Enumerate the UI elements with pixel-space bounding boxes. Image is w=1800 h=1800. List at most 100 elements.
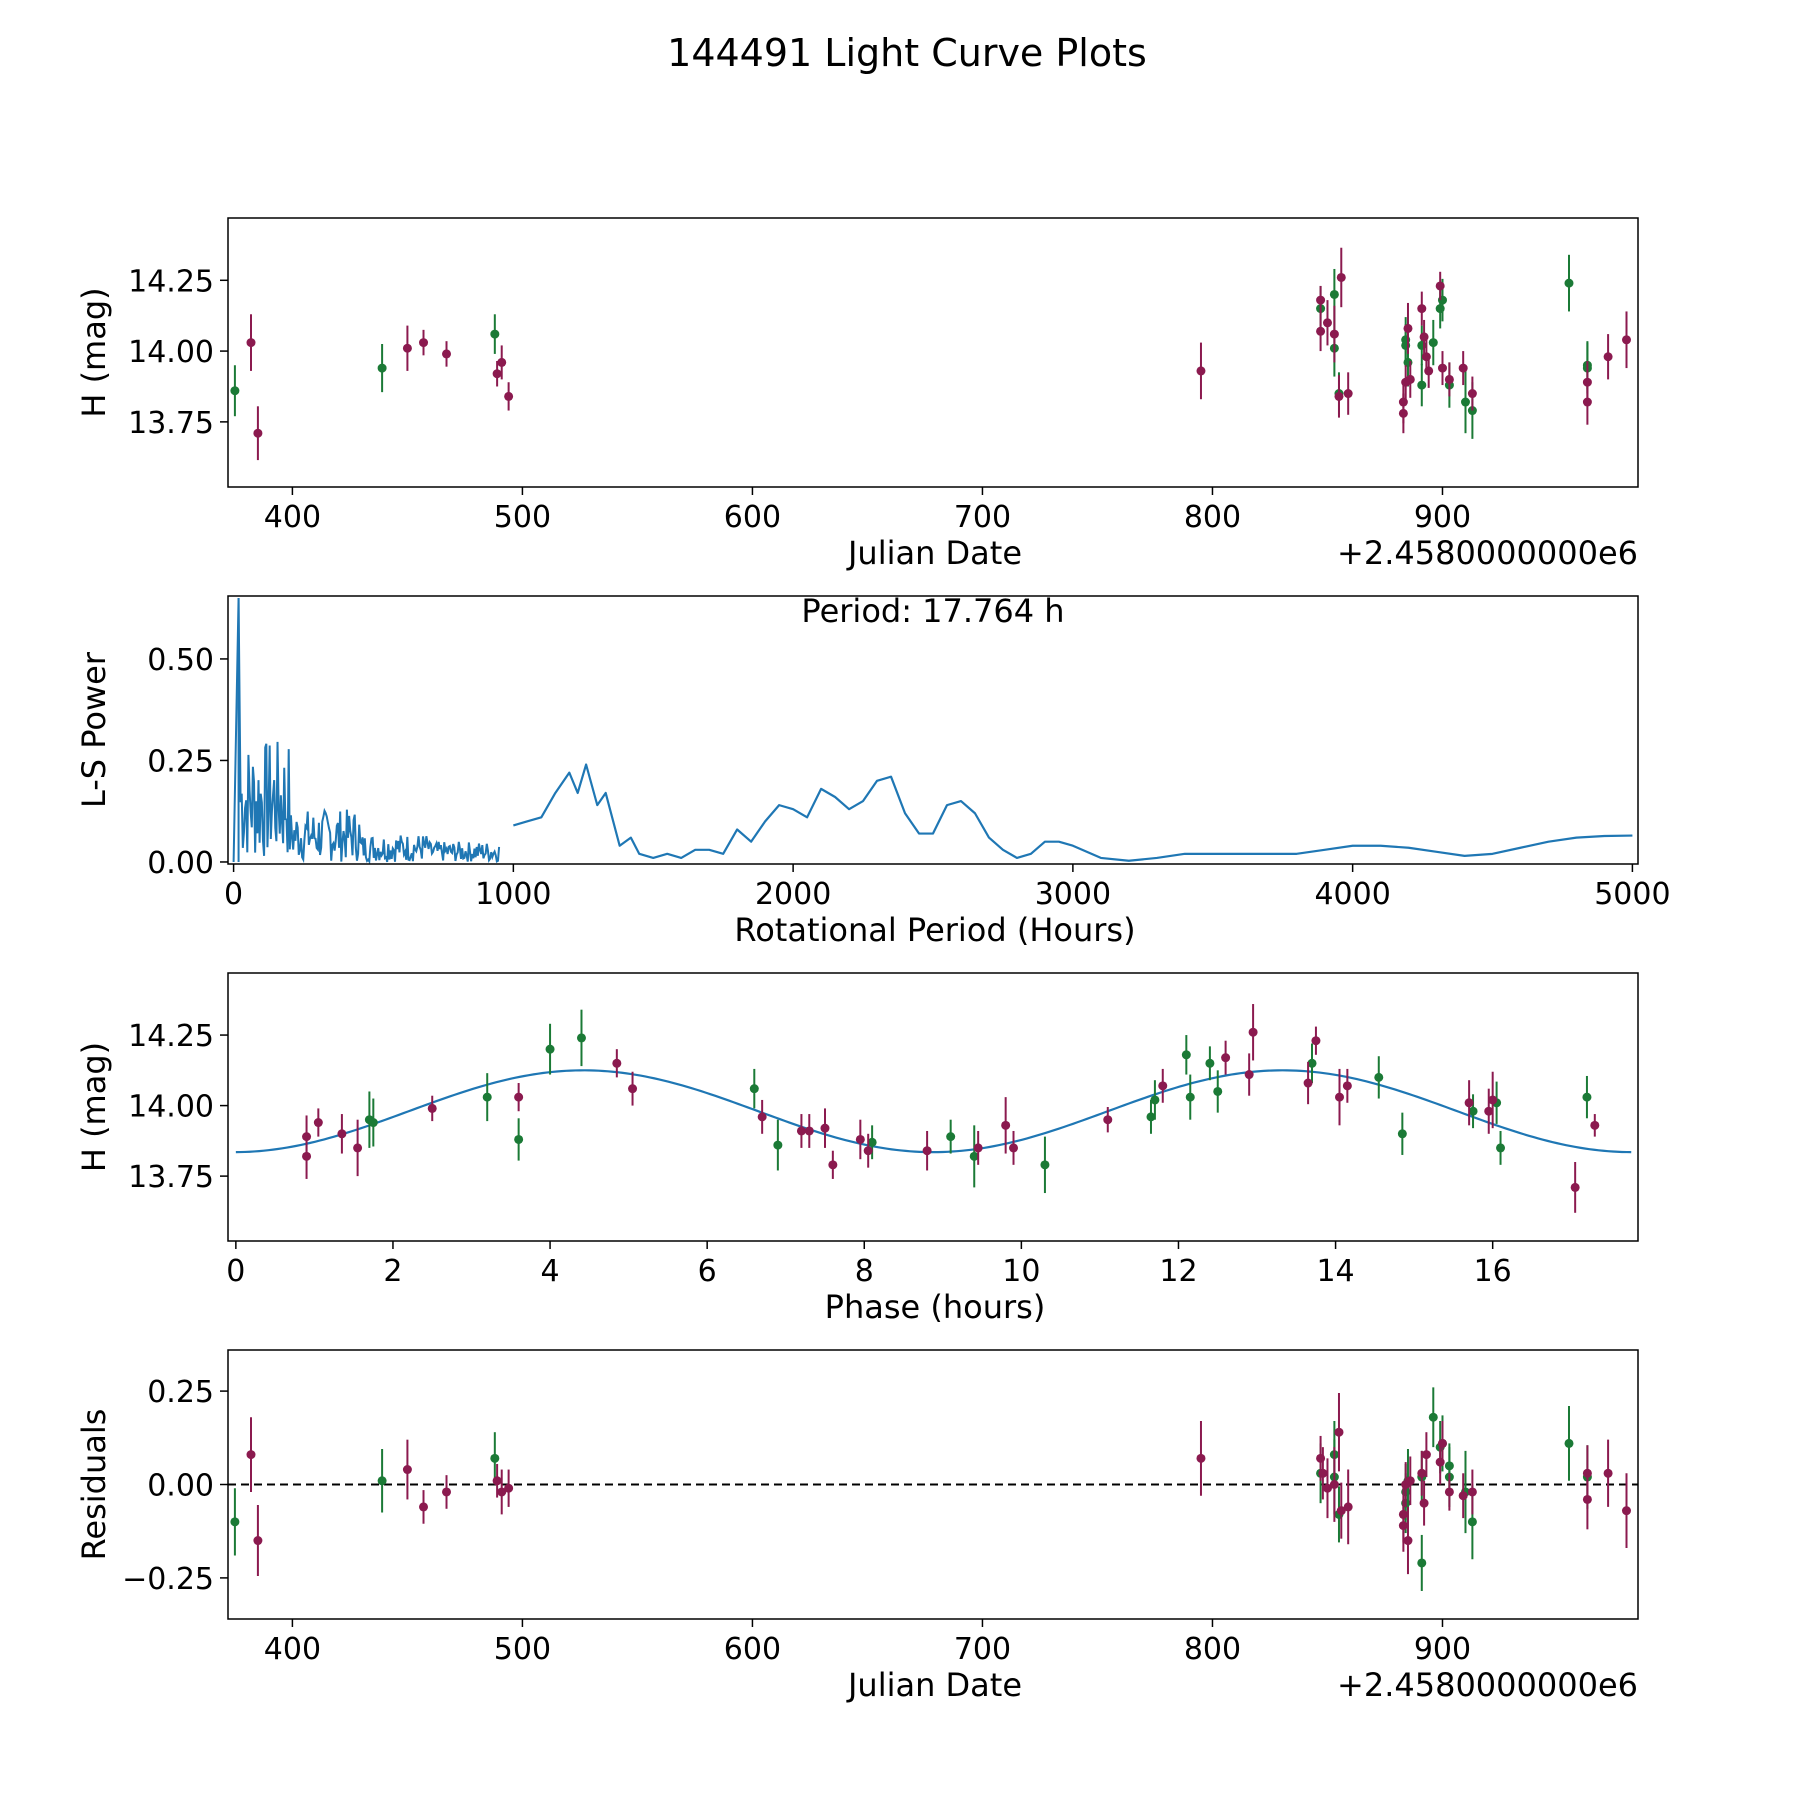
lightcurve-panel: 400 500 600 700 800 900 13.75 14.00 14.25 Julian… [75, 217, 1639, 572]
magenta-point [1582, 397, 1592, 407]
magenta-point [497, 1487, 507, 1497]
y-tick-label: 0.25 [147, 744, 214, 779]
green-point [545, 1044, 555, 1054]
y-tick-label: 14.00 [128, 335, 214, 370]
magenta-point [1444, 1487, 1454, 1497]
magenta-point [1621, 335, 1631, 345]
x-tick-label: 500 [494, 500, 551, 535]
magenta-point [402, 1465, 412, 1475]
x-tick-label: 4 [541, 1254, 560, 1289]
magenta-point [492, 369, 502, 379]
y-tick-label: 13.75 [128, 406, 214, 441]
magenta-point [1417, 304, 1427, 314]
magenta-point [1437, 363, 1447, 373]
green-point [368, 1118, 378, 1128]
green-point [1582, 1092, 1592, 1102]
magenta-point [1458, 363, 1468, 373]
magenta-point [1603, 1468, 1613, 1478]
green-point [946, 1132, 956, 1142]
x-tick-label: 3000 [1035, 877, 1111, 912]
x-tick-label: 700 [954, 500, 1011, 535]
y-tick-label: 0.00 [147, 1469, 214, 1504]
magenta-point [1398, 397, 1408, 407]
green-point [1460, 397, 1470, 407]
magenta-point [1603, 352, 1613, 362]
periodogram-ticks: 0 1000 2000 3000 4000 5000 0.00 0.25 0.50 [147, 643, 1670, 912]
green-point [576, 1033, 586, 1043]
green-point [230, 1517, 240, 1527]
x-tick-label: 400 [264, 500, 321, 535]
magenta-point [1244, 1070, 1254, 1080]
x-tick-label: 800 [1184, 1632, 1241, 1667]
magenta-point [1582, 1494, 1592, 1504]
magenta-point [442, 1487, 452, 1497]
green-point [867, 1137, 877, 1147]
green-point [1040, 1160, 1050, 1170]
magenta-point [1621, 1506, 1631, 1516]
phased-panel: 0 2 4 6 8 10 12 14 16 13.75 14.00 14.25 Phase (hour… [75, 972, 1639, 1326]
x-tick-label: 14 [1316, 1254, 1354, 1289]
x-tick-label: 2000 [755, 877, 831, 912]
magenta-point [855, 1134, 865, 1144]
phased-ylabel: H (mag) [75, 1042, 113, 1172]
magenta-point [1196, 1453, 1206, 1463]
magenta-point [313, 1118, 323, 1128]
y-tick-label: 14.25 [128, 1019, 214, 1054]
x-tick-label: 1000 [475, 877, 551, 912]
x-tick-label: 0 [226, 1254, 245, 1289]
lightcurve-ticks: 400 500 600 700 800 900 13.75 14.00 14.25 [128, 264, 1471, 535]
green-point [1444, 1461, 1454, 1471]
green-point [969, 1151, 979, 1161]
green-point [1564, 278, 1574, 288]
magenta-point [402, 343, 412, 353]
green-point [1428, 338, 1438, 348]
y-tick-label: 13.75 [128, 1160, 214, 1195]
x-tick-label: 8 [855, 1254, 874, 1289]
magenta-point [1103, 1115, 1113, 1125]
magenta-point [1336, 272, 1346, 282]
x-tick-label: 700 [954, 1632, 1011, 1667]
periodogram-marks [232, 598, 1633, 864]
x-tick-label: 600 [724, 1632, 781, 1667]
magenta-point [442, 349, 452, 359]
magenta-point [1421, 1450, 1431, 1460]
magenta-point [1343, 389, 1353, 399]
magenta-point [1424, 366, 1434, 376]
magenta-point [492, 1476, 502, 1486]
magenta-point [1311, 1036, 1321, 1046]
magenta-point [1488, 1095, 1498, 1105]
green-point [1205, 1058, 1215, 1068]
magenta-point [1221, 1053, 1231, 1063]
magenta-point [612, 1058, 622, 1068]
magenta-point [1329, 1480, 1339, 1489]
magenta-point [504, 391, 514, 401]
x-tick-label: 5000 [1594, 877, 1670, 912]
magenta-point [1398, 1509, 1408, 1519]
green-point [1329, 289, 1339, 299]
magenta-point [253, 428, 263, 438]
x-tick-label: 12 [1159, 1254, 1197, 1289]
residuals-frame [227, 1349, 1639, 1620]
residuals-ylabel: Residuals [75, 1409, 113, 1561]
green-point [1307, 1058, 1317, 1068]
magenta-point [1403, 1536, 1413, 1546]
magenta-point [1405, 1476, 1415, 1486]
green-point [1428, 1412, 1438, 1422]
periodogram-short-period-line [232, 598, 501, 864]
magenta-point [863, 1146, 873, 1156]
residuals-marks [228, 1387, 1638, 1591]
green-point [1467, 1517, 1477, 1527]
phased-marks [235, 1004, 1632, 1213]
x-tick-label: 0 [224, 877, 243, 912]
lightcurve-ylabel: H (mag) [75, 287, 113, 417]
magenta-point [1403, 323, 1413, 333]
residuals-ticks: 400 500 600 700 800 900 −0.25 0.00 0.25 [122, 1375, 1471, 1667]
x-tick-label: 10 [1002, 1254, 1040, 1289]
y-tick-label: 14.25 [128, 264, 214, 299]
magenta-point [1467, 389, 1477, 399]
green-point [490, 329, 500, 339]
periodogram-frame [227, 595, 1639, 865]
magenta-point [1342, 1081, 1352, 1091]
magenta-point [1334, 391, 1344, 401]
magenta-point [1001, 1120, 1011, 1130]
